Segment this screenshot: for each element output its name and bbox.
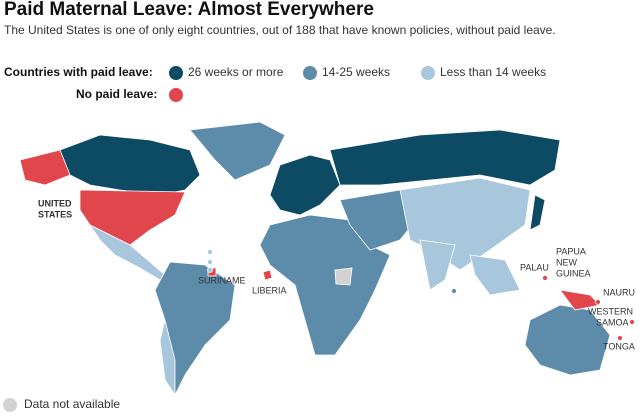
legend-swatch	[421, 66, 435, 80]
legend-label: Less than 14 weeks	[440, 65, 546, 79]
caribbean-dot	[207, 267, 213, 273]
greenland	[189, 121, 286, 181]
alaska	[19, 149, 71, 186]
map-label: NAURU	[603, 287, 635, 297]
map	[19, 121, 635, 397]
map-label: SURINAME	[198, 275, 246, 285]
liberia	[262, 269, 273, 281]
chile	[159, 319, 176, 397]
subtitle: The United States is one of only eight c…	[4, 23, 556, 37]
papua-new-guinea	[559, 289, 601, 311]
map-label: SAMOA	[596, 317, 629, 327]
europe	[269, 154, 341, 216]
legend-swatch	[169, 88, 183, 102]
legend-swatch	[3, 398, 17, 412]
map-label: GUINEA	[556, 268, 591, 278]
caribbean-dot	[207, 249, 213, 255]
united-states	[79, 189, 186, 246]
palau-dot	[542, 275, 548, 281]
legend-heading: No paid leave:	[76, 87, 157, 101]
island-dot	[451, 288, 457, 294]
map-label: TONGA	[603, 341, 635, 351]
india	[419, 239, 456, 291]
east-asia	[399, 177, 531, 271]
legend-label: Data not available	[24, 397, 120, 411]
legend-heading: Countries with paid leave:	[4, 65, 153, 79]
legend-label: 26 weeks or more	[188, 65, 284, 79]
legend: 26 weeks or more 14-25 weeks Less than 14 …	[169, 65, 546, 102]
map-label: WESTERN	[588, 306, 633, 316]
map-label: STATES	[38, 209, 72, 219]
japan	[529, 194, 546, 231]
map-label: PAPUA	[556, 246, 586, 256]
map-label: PALAU	[520, 262, 549, 272]
legend-label: 14-25 weeks	[322, 65, 390, 79]
map-label: LIBERIA	[252, 285, 287, 295]
canada	[59, 134, 201, 196]
russia	[329, 129, 561, 186]
no-data	[334, 267, 353, 286]
title: Paid Maternal Leave: Almost Everywhere	[4, 0, 374, 20]
southeast-asia	[469, 254, 521, 296]
map-label: UNITED	[38, 198, 72, 208]
tonga-dot	[617, 335, 623, 341]
map-label: NEW	[556, 257, 578, 267]
australia	[524, 304, 611, 376]
legend-swatch	[303, 66, 317, 80]
nauru-dot	[595, 299, 601, 305]
legend-swatch	[169, 66, 183, 80]
caribbean-dot	[207, 259, 213, 265]
samoa-dot	[629, 319, 635, 325]
